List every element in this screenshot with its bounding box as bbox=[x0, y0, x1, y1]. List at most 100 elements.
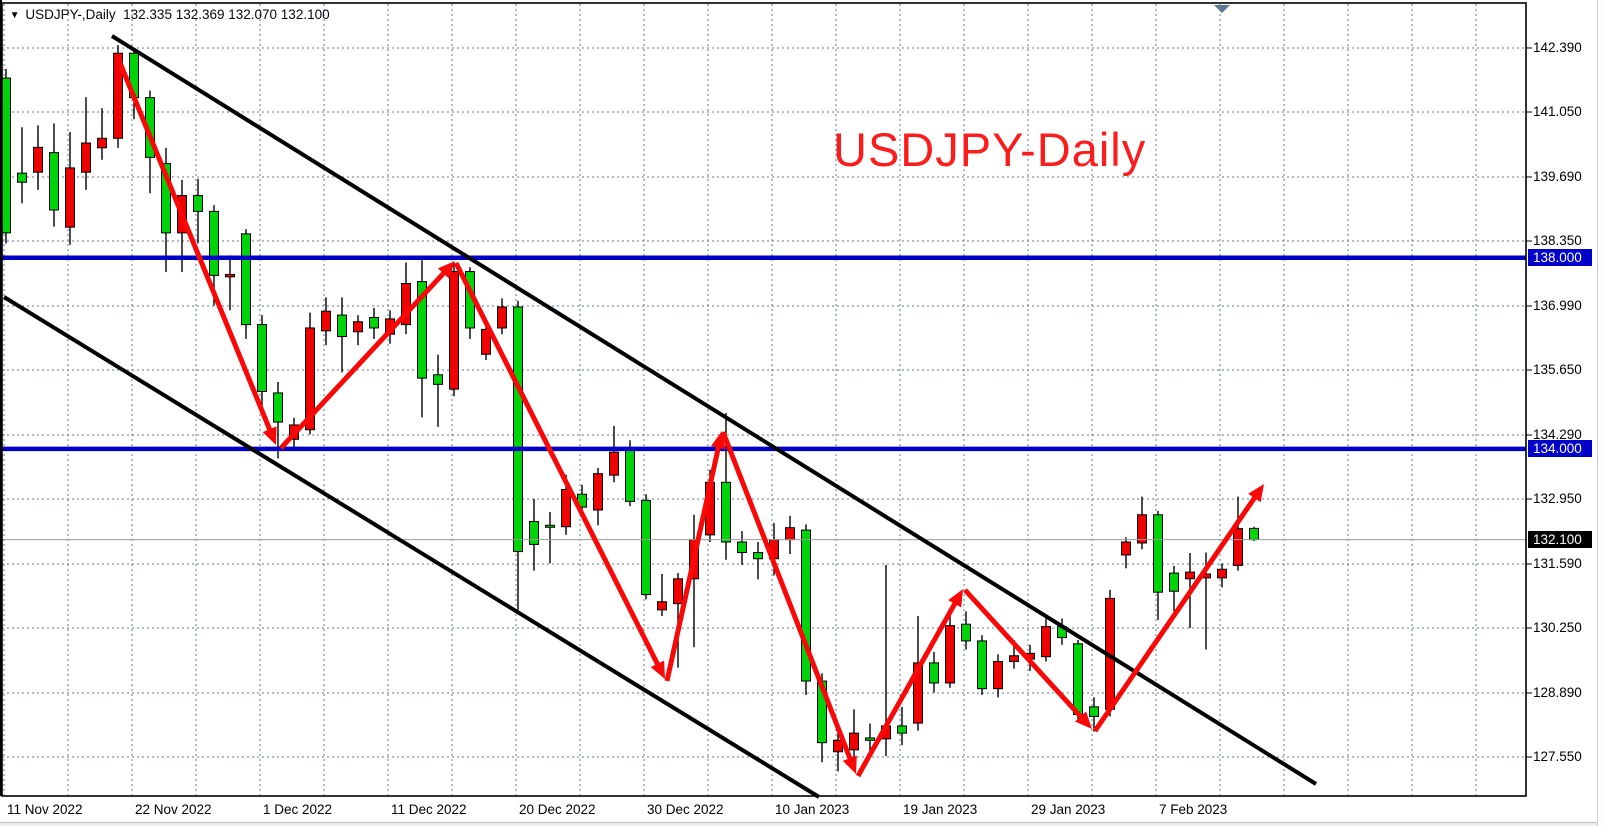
candle-body bbox=[305, 327, 315, 431]
price-axis-label: 136.990 bbox=[1533, 297, 1582, 313]
candle-body bbox=[545, 524, 555, 528]
candle-body bbox=[241, 233, 251, 326]
price-axis-label: 132.950 bbox=[1533, 491, 1582, 506]
window-edge bbox=[1597, 0, 1604, 826]
scroll-position-marker-icon bbox=[1214, 5, 1230, 13]
zigzag-arrowhead bbox=[650, 660, 665, 679]
candle-body bbox=[801, 529, 811, 682]
zigzag-arrow-line bbox=[279, 265, 451, 450]
candle-body bbox=[721, 481, 731, 543]
candle-body bbox=[1121, 541, 1131, 556]
date-axis-label: 29 Jan 2023 bbox=[1031, 802, 1106, 817]
date-axis-label: 11 Dec 2022 bbox=[391, 802, 467, 817]
zigzag-arrow-line bbox=[855, 595, 961, 778]
candle-body bbox=[321, 310, 331, 332]
candle-body bbox=[641, 499, 651, 596]
chart-border bbox=[1, 2, 1527, 797]
candle-body bbox=[1137, 514, 1147, 544]
candle-body bbox=[161, 163, 171, 234]
candle-body bbox=[561, 488, 571, 528]
candle-body bbox=[401, 283, 411, 326]
candle-body bbox=[897, 725, 907, 734]
candle-body bbox=[369, 316, 379, 329]
candle-body bbox=[17, 172, 27, 183]
symbol-dropdown-icon[interactable]: ▼ bbox=[9, 9, 20, 21]
candle-body bbox=[81, 142, 91, 173]
candle-body bbox=[993, 660, 1003, 690]
price-axis-label: 134.290 bbox=[1533, 426, 1582, 442]
price-axis-label: 139.690 bbox=[1533, 168, 1582, 184]
price-axis-label: 135.650 bbox=[1533, 362, 1582, 377]
zigzag-arrow-line bbox=[453, 261, 664, 673]
candle-body bbox=[209, 210, 219, 276]
trend-channel-line bbox=[2, 295, 821, 799]
candle-body bbox=[737, 541, 747, 554]
date-axis-label: 30 Dec 2022 bbox=[647, 802, 724, 817]
zigzag-arrow-line bbox=[963, 588, 1088, 725]
trend-channel-line bbox=[110, 34, 1318, 786]
candle-body bbox=[1169, 572, 1179, 592]
zigzag-arrow-line bbox=[1092, 490, 1261, 733]
candle-body bbox=[273, 392, 283, 423]
candle-body bbox=[1153, 514, 1163, 593]
date-axis-label: 22 Nov 2022 bbox=[135, 802, 212, 817]
current-price-tag: 132.100 bbox=[1528, 531, 1592, 549]
date-axis-label: 11 Nov 2022 bbox=[7, 802, 83, 817]
candle-body bbox=[1217, 568, 1227, 579]
level-price-tag: 138.000 bbox=[1528, 249, 1592, 267]
candle-body bbox=[193, 195, 203, 212]
candle-body bbox=[977, 640, 987, 690]
price-axis-label: 142.390 bbox=[1533, 39, 1582, 55]
date-axis-label: 1 Dec 2022 bbox=[263, 802, 333, 817]
candle-body bbox=[961, 623, 971, 642]
candle-body bbox=[849, 732, 859, 751]
zigzag-arrowhead bbox=[1248, 484, 1264, 503]
candle-body bbox=[785, 527, 795, 541]
candle-body bbox=[1185, 571, 1195, 580]
candle-body bbox=[417, 281, 427, 379]
symbol-info-bar: ▼ USDJPY-,Daily 132.335 132.369 132.070 1… bbox=[8, 6, 330, 24]
candle-body bbox=[625, 448, 635, 502]
candle-body bbox=[433, 374, 443, 385]
candle-body bbox=[1, 77, 11, 234]
candle-body bbox=[113, 52, 123, 139]
candle-body bbox=[337, 314, 347, 338]
date-axis-label: 20 Dec 2022 bbox=[519, 802, 596, 817]
candle-body bbox=[945, 625, 955, 684]
zigzag-arrow-line bbox=[115, 57, 275, 438]
candle-body bbox=[65, 167, 75, 228]
candle-body bbox=[449, 271, 459, 390]
candle-body bbox=[1249, 527, 1259, 541]
zigzag-arrowhead bbox=[437, 261, 455, 279]
status-strip bbox=[0, 822, 1604, 826]
candle-body bbox=[1041, 626, 1051, 658]
level-price-tag: 134.000 bbox=[1528, 440, 1592, 458]
candle-body bbox=[657, 601, 667, 611]
price-axis-label: 127.550 bbox=[1533, 749, 1582, 765]
price-axis-label: 131.590 bbox=[1533, 555, 1582, 571]
candle-body bbox=[929, 662, 939, 684]
symbol-ohlc-text: USDJPY-,Daily 132.335 132.369 132.070 13… bbox=[25, 7, 330, 22]
date-axis-label: 7 Feb 2023 bbox=[1159, 802, 1228, 817]
zigzag-arrowhead bbox=[842, 755, 857, 774]
price-axis-label: 128.890 bbox=[1533, 684, 1582, 700]
candle-body bbox=[97, 137, 107, 149]
candle-body bbox=[1233, 528, 1243, 566]
candle-body bbox=[49, 152, 59, 211]
candle-body bbox=[593, 473, 603, 511]
date-axis-label: 19 Jan 2023 bbox=[903, 802, 978, 817]
candle-body bbox=[753, 552, 763, 560]
date-axis-label: 10 Jan 2023 bbox=[775, 802, 850, 817]
price-axis-label: 141.050 bbox=[1533, 103, 1582, 119]
candle-body bbox=[865, 737, 875, 741]
candle-body bbox=[257, 324, 267, 393]
candle-body bbox=[1009, 655, 1019, 662]
zigzag-arrowhead bbox=[262, 426, 277, 445]
candle-body bbox=[513, 306, 523, 553]
zigzag-arrowhead bbox=[1074, 711, 1092, 729]
candle-body bbox=[913, 662, 923, 724]
candle-body bbox=[609, 451, 619, 476]
candle-body bbox=[1073, 643, 1083, 715]
